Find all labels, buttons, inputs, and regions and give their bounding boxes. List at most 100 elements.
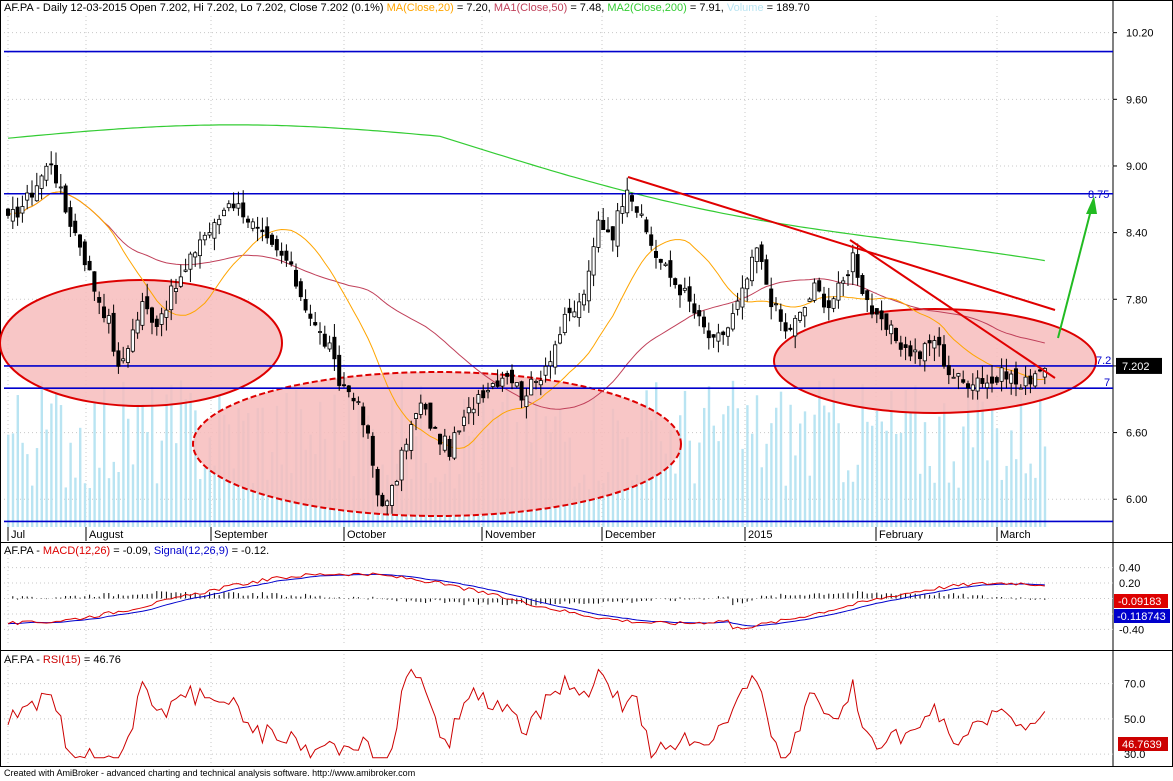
price-tick-label: 9.00 [1126,161,1147,173]
volume-bar [880,421,883,527]
volume-bar [851,481,855,527]
candles [6,151,1047,515]
volume-bar [823,405,826,527]
candle-body [317,331,322,333]
volume-bar [717,441,720,527]
volume-bar [35,448,39,527]
volume-bar [909,412,912,527]
volume-bar [74,477,77,527]
candle-body [807,298,812,302]
volume-bar [50,403,53,527]
candle-body [946,365,951,376]
candle-body [769,288,774,308]
volume-bar [995,428,999,527]
candle-body [822,293,827,308]
level-1-label: 7.2 [1096,355,1111,367]
candle-body [855,254,860,278]
volume-bar [635,474,639,527]
candle-body [49,163,54,166]
candle-body [327,342,332,350]
volume-bar [837,423,840,527]
macd-header-prefix: AF.PA - [4,545,43,557]
volume-bar [64,487,67,527]
volume-bar [117,472,120,527]
candle-body [250,221,255,229]
candle-body [745,278,750,290]
volume-bar [669,430,672,527]
volume-bar [842,482,845,527]
volume-bar [31,485,34,527]
volume-bar [991,408,994,527]
candle-body [918,351,923,360]
volume-bar [981,401,984,527]
candle-body [754,247,759,262]
candle-body [428,402,433,429]
macd-legend-label: MACD(12,26) [42,545,111,557]
volume-bar [79,427,82,527]
macd-last-label: -0.09183 [1118,596,1161,608]
volume-bar [933,482,936,527]
candle-body [850,252,855,273]
candle-body [927,340,932,344]
candle-body [783,322,788,332]
volume-bar [938,416,941,527]
candle-body [802,307,807,317]
ma200-line [7,124,1045,262]
rsi-tick-label: 30.0 [1124,749,1145,761]
candle-body [711,334,716,338]
candle-body [58,186,63,189]
candle-body [702,316,707,328]
volume-bar [103,389,106,527]
candle-body [409,424,414,451]
candle-body [937,336,942,346]
price-tick-label: 8.40 [1126,228,1147,240]
macd-tick-label: 0.40 [1119,563,1140,575]
candle-body [558,334,563,344]
candle-body [351,397,356,402]
candle-body [538,380,543,386]
candle-body [404,443,409,452]
candle-body [778,309,783,322]
ma50-legend-value: = 7.48, [567,2,608,14]
volume-bar [175,443,178,527]
volume-bar [55,393,58,527]
candle-body [639,213,644,216]
candle-body [625,189,630,214]
price-panel-header: AF.PA - Daily 12-03-2015 Open 7.202, Hi … [4,2,810,14]
candle-body [687,286,692,302]
candle-body [678,284,683,296]
candle-body [399,449,404,481]
rsi-legend-value: = 46.76 [80,654,121,666]
volume-bar [597,480,600,527]
ma50-legend-label: MA1(Close,50) [493,2,568,14]
candle-body [34,185,39,202]
volume-bar [986,460,989,527]
candle-body [524,395,529,408]
candle-body [433,426,438,429]
volume-bar [170,384,173,527]
candle-body [750,256,755,282]
candle-body [490,383,495,387]
candle-body [495,380,500,387]
candle-body [519,381,524,401]
candle-body [961,379,966,383]
price-tick-label: 6.00 [1126,494,1147,506]
volume-bar [703,407,706,527]
candle-body [836,282,841,301]
volume-bar [722,414,725,527]
candle-body [740,287,745,308]
month-label: Jul [11,529,25,541]
volume-bar [784,485,787,527]
candle-body [606,229,611,233]
candle-body [999,367,1004,382]
candle-body [865,290,870,301]
volume-bar [895,433,898,527]
pattern-ellipses [0,279,1097,517]
candle-body [116,350,121,367]
macd-tick-label: 0.20 [1119,578,1140,590]
volume-bar [779,391,783,527]
volume-bar [698,442,701,527]
volume-bar [112,461,115,527]
volume-bar [194,410,197,527]
candle-body [889,324,894,335]
